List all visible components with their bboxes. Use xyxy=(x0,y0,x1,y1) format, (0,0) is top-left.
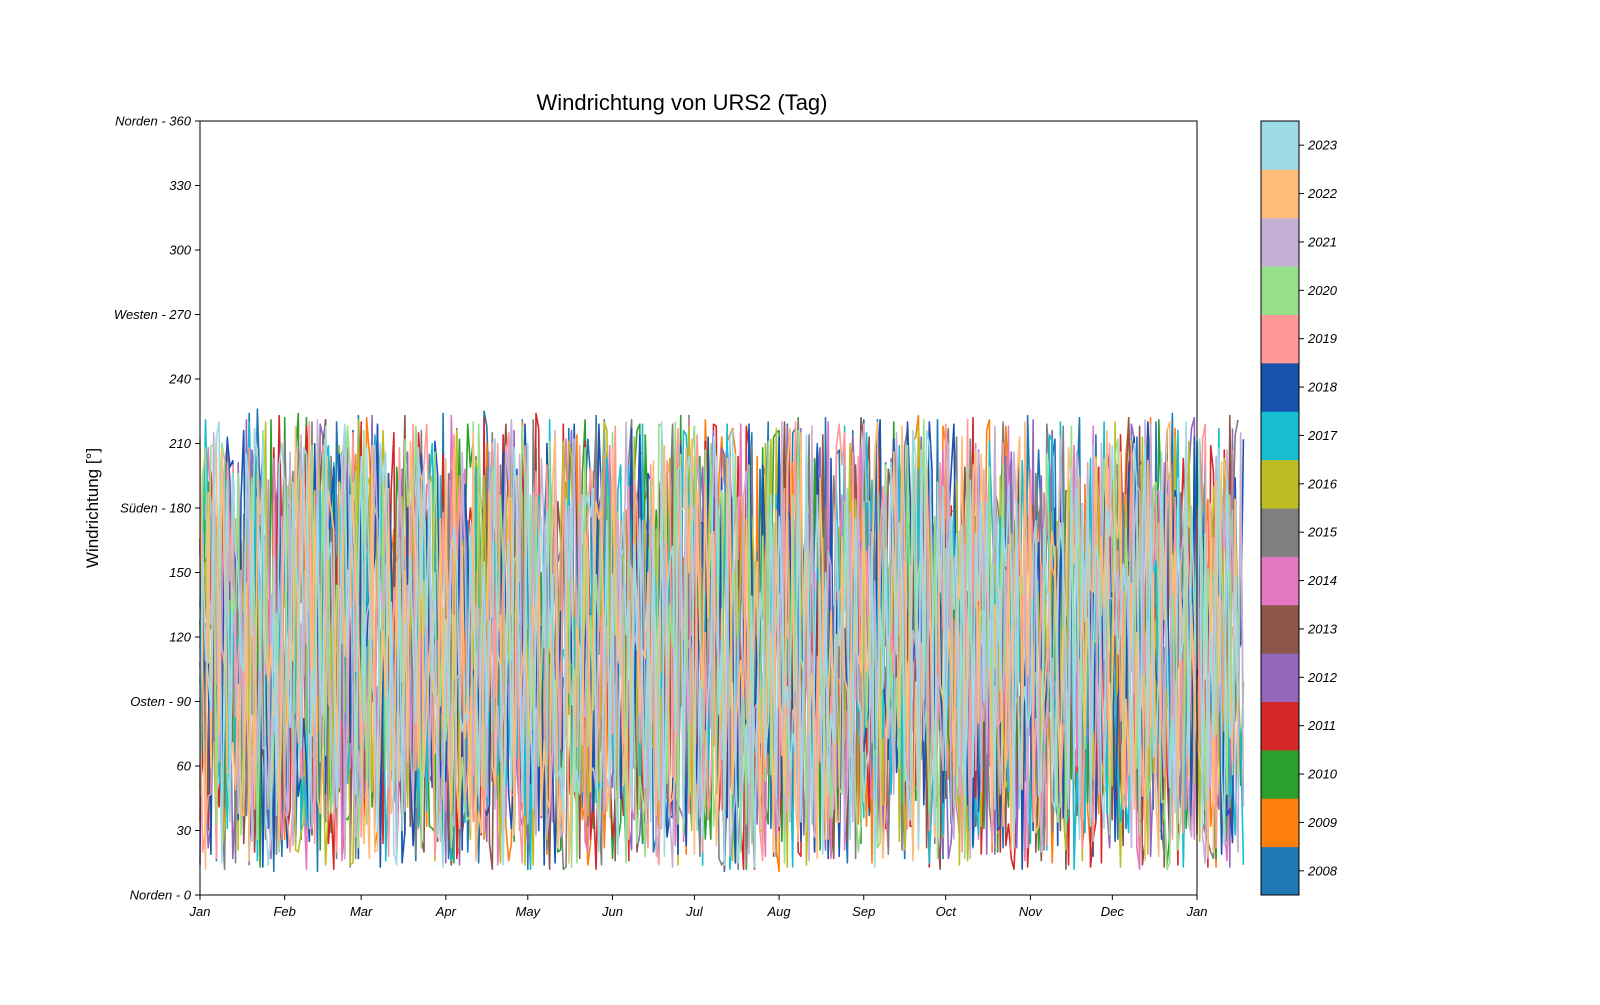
colorbar-swatch-2011 xyxy=(1261,701,1299,751)
y-tick-label: 60 xyxy=(177,759,192,774)
colorbar-label: 2019 xyxy=(1307,331,1337,346)
series-line-2023 xyxy=(199,421,1239,868)
colorbar-label: 2014 xyxy=(1307,573,1337,588)
y-tick-label: Norden - 0 xyxy=(130,888,192,903)
colorbar-swatch-2018 xyxy=(1261,362,1299,412)
y-tick-label: Westen - 270 xyxy=(114,307,192,322)
colorbar-swatch-2009 xyxy=(1261,798,1299,848)
colorbar-label: 2010 xyxy=(1307,767,1338,782)
colorbar-swatch-2022 xyxy=(1261,169,1299,219)
y-tick-label: Norden - 360 xyxy=(115,114,192,129)
colorbar-swatch-2016 xyxy=(1261,459,1299,509)
colorbar-label: 2011 xyxy=(1307,718,1336,733)
colorbar-swatch-2014 xyxy=(1261,556,1299,606)
colorbar-swatch-2021 xyxy=(1261,217,1299,267)
y-tick-label: Süden - 180 xyxy=(120,501,192,516)
y-tick-label: 300 xyxy=(169,243,191,258)
y-tick-label: Osten - 90 xyxy=(130,694,191,709)
colorbar-label: 2015 xyxy=(1307,525,1338,540)
x-tick-label: Sep xyxy=(852,904,875,919)
x-tick-label: May xyxy=(515,904,541,919)
series-layer xyxy=(199,408,1245,873)
colorbar: 2008 2009 2010 2011 2012 2013 2014 2015 2016 2017… xyxy=(1260,120,1338,896)
x-axis-ticks: Jan Feb Mar Apr May Jun Jul Aug Sep Oct Nov Dec Jan xyxy=(189,895,1208,919)
colorbar-label: 2022 xyxy=(1307,186,1338,201)
colorbar-label: 2021 xyxy=(1307,234,1337,249)
x-tick-label: Mar xyxy=(350,904,373,919)
colorbar-swatch-2020 xyxy=(1261,266,1299,315)
colorbar-label: 2018 xyxy=(1307,380,1338,395)
x-tick-label: Feb xyxy=(273,904,295,919)
colorbar-swatch-2013 xyxy=(1261,604,1299,654)
colorbar-swatch-2015 xyxy=(1261,508,1299,557)
colorbar-label: 2020 xyxy=(1307,283,1338,298)
colorbar-label: 2023 xyxy=(1307,138,1338,153)
colorbar-label: 2016 xyxy=(1307,476,1338,491)
colorbar-label: 2008 xyxy=(1307,863,1338,878)
y-axis-ticks: Norden - 0 30 60 Osten - 90 120 150 Süden - 18… xyxy=(114,114,200,903)
colorbar-swatch-2008 xyxy=(1261,846,1299,896)
colorbar-swatch-2019 xyxy=(1261,314,1299,364)
x-tick-label: Jan xyxy=(189,904,211,919)
colorbar-label: 2012 xyxy=(1307,670,1338,685)
y-tick-label: 210 xyxy=(168,436,191,451)
x-tick-label: Aug xyxy=(767,904,792,919)
x-tick-label: Jun xyxy=(601,904,623,919)
x-tick-label: Dec xyxy=(1101,904,1125,919)
colorbar-label: 2013 xyxy=(1307,621,1338,636)
colorbar-swatch-2023 xyxy=(1261,121,1299,170)
colorbar-label: 2009 xyxy=(1307,815,1337,830)
x-tick-label: Oct xyxy=(936,904,958,919)
colorbar-frame xyxy=(1260,120,1300,896)
colorbar-label: 2017 xyxy=(1307,428,1338,443)
y-axis-label: Windrichtung [°] xyxy=(83,448,102,568)
x-tick-label: Jan xyxy=(1186,904,1208,919)
x-tick-label: Nov xyxy=(1019,904,1044,919)
colorbar-swatch-2012 xyxy=(1261,653,1299,702)
y-tick-label: 30 xyxy=(177,823,192,838)
chart-title: Windrichtung von URS2 (Tag) xyxy=(536,90,827,115)
x-tick-label: Apr xyxy=(435,904,457,919)
y-tick-label: 330 xyxy=(169,178,191,193)
colorbar-swatch-2017 xyxy=(1261,411,1299,461)
y-tick-label: 150 xyxy=(169,565,191,580)
colorbar-swatch-2010 xyxy=(1261,749,1299,799)
y-tick-label: 240 xyxy=(168,372,191,387)
x-tick-label: Jul xyxy=(685,904,704,919)
y-tick-label: 120 xyxy=(169,630,191,645)
